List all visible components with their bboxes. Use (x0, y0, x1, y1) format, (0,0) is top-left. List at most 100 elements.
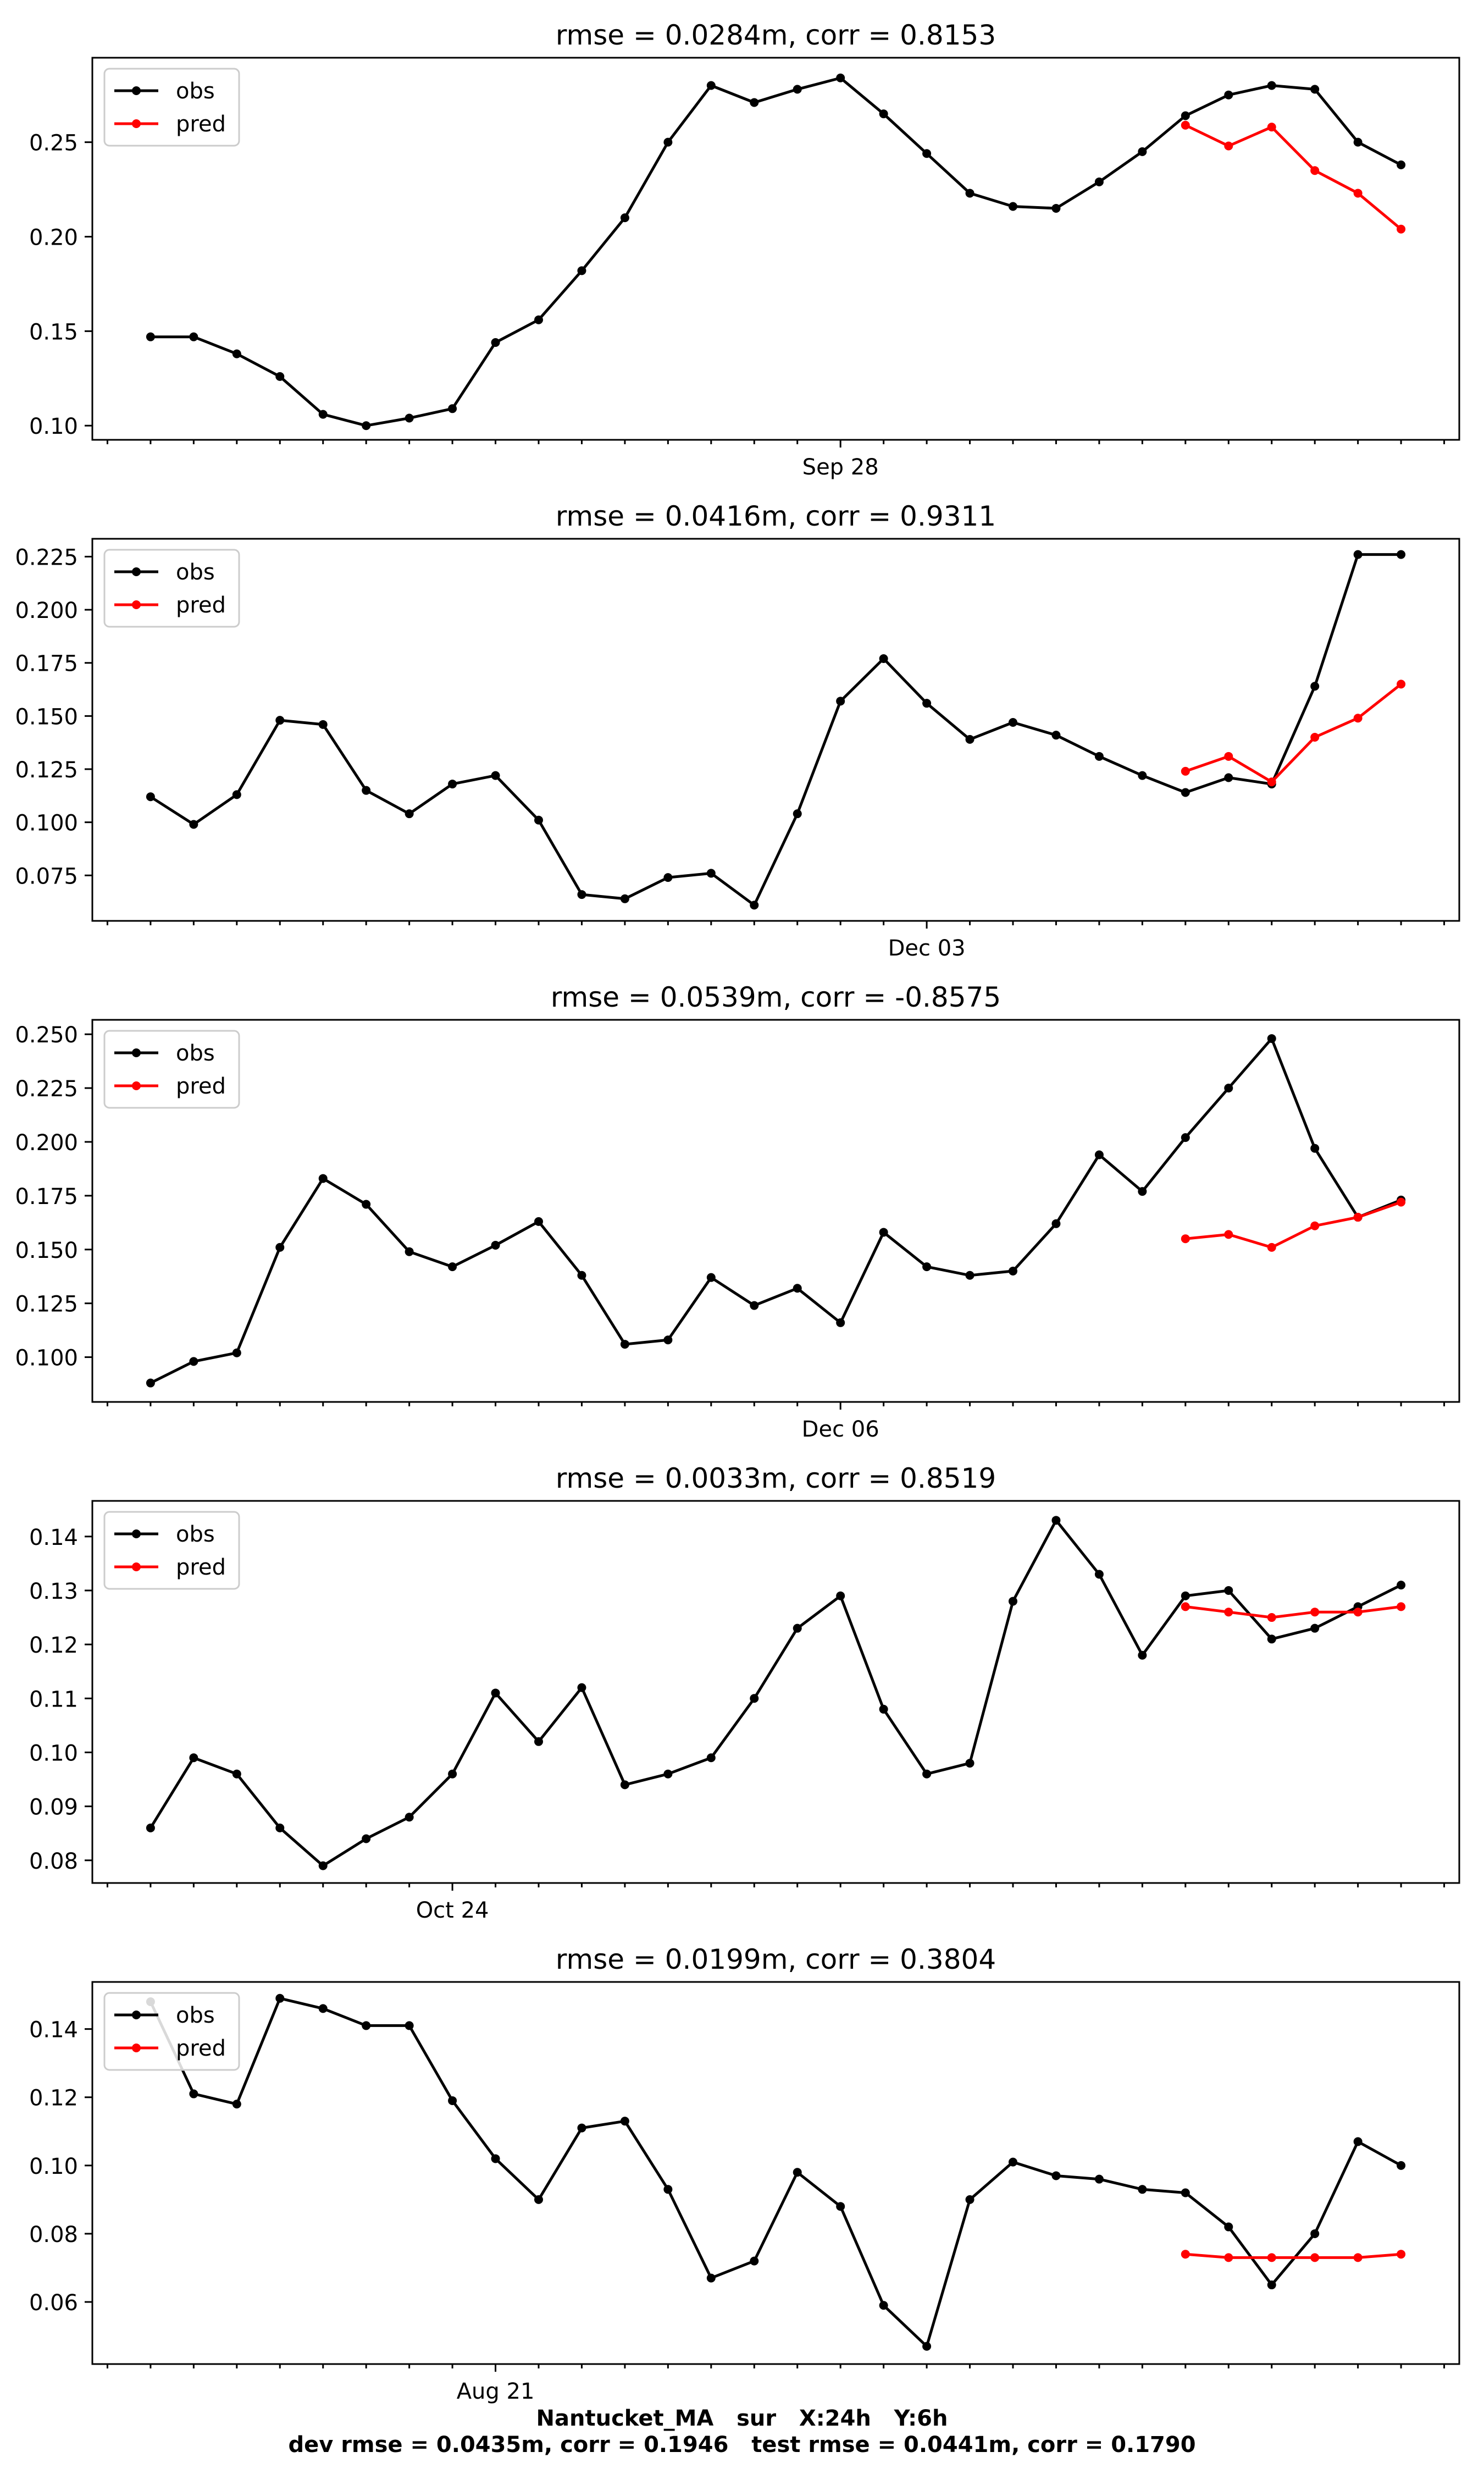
legend-marker-pred (132, 1562, 141, 1571)
legend-label-pred: pred (176, 2036, 226, 2061)
data-point-obs (577, 890, 586, 899)
data-point-obs (577, 266, 586, 275)
legend-label-obs: obs (176, 79, 215, 104)
data-point-obs (275, 716, 285, 725)
data-point-obs (620, 2117, 629, 2126)
data-point-obs (1138, 771, 1147, 780)
y-tick-label: 0.06 (29, 2290, 78, 2316)
data-point-obs (1051, 731, 1061, 740)
data-point-obs (318, 410, 328, 419)
data-point-pred (1310, 733, 1320, 742)
data-point-obs (663, 137, 673, 147)
data-point-pred (1181, 1602, 1190, 1611)
y-tick-label: 0.11 (29, 1687, 78, 1712)
data-point-obs (1094, 1570, 1104, 1579)
y-tick-label: 0.10 (29, 2154, 78, 2179)
data-point-obs (1008, 202, 1017, 211)
data-point-obs (965, 735, 974, 744)
data-point-obs (1181, 111, 1190, 120)
x-tick-label: Dec 06 (802, 1417, 879, 1442)
data-point-obs (232, 790, 241, 799)
data-point-obs (1310, 682, 1320, 691)
data-point-obs (405, 809, 414, 819)
y-tick-label: 0.075 (15, 864, 78, 889)
data-point-obs (965, 2195, 974, 2204)
data-point-obs (275, 1993, 285, 2003)
chart-title: rmse = 0.0033m, corr = 0.8519 (556, 1462, 996, 1494)
y-tick-label: 0.250 (15, 1023, 78, 1048)
data-point-pred (1397, 1602, 1406, 1611)
data-point-obs (1008, 1597, 1017, 1606)
series-line-obs (149, 1518, 1402, 1868)
y-tick-label: 0.150 (15, 1238, 78, 1263)
data-point-obs (232, 1769, 241, 1779)
data-point-obs (922, 149, 932, 158)
data-point-pred (1224, 1608, 1233, 1617)
series-line-pred (1185, 1605, 1402, 1619)
data-point-obs (1181, 788, 1190, 797)
data-point-obs (793, 2168, 802, 2177)
data-point-obs (1310, 85, 1320, 94)
data-point-obs (706, 81, 716, 90)
data-point-pred (1224, 2253, 1233, 2262)
data-point-obs (146, 332, 155, 341)
data-point-obs (620, 1780, 629, 1790)
series-line-obs (149, 1037, 1402, 1384)
data-point-obs (491, 1240, 500, 1250)
data-point-obs (232, 349, 241, 358)
data-point-obs (706, 1273, 716, 1282)
data-point-obs (663, 1769, 673, 1779)
y-tick-label: 0.09 (29, 1795, 78, 1820)
data-point-obs (1138, 147, 1147, 156)
legend: obs pred (103, 1030, 240, 1109)
data-point-obs (706, 869, 716, 878)
data-point-obs (836, 2202, 845, 2211)
data-point-obs (1094, 2174, 1104, 2184)
y-tick-label: 0.15 (29, 319, 78, 345)
data-point-obs (922, 1769, 932, 1779)
legend: obs pred (103, 68, 240, 147)
data-point-obs (1181, 1591, 1190, 1600)
data-point-obs (1051, 203, 1061, 213)
y-tick-label: 0.225 (15, 545, 78, 570)
data-point-pred (1181, 766, 1190, 776)
data-point-obs (1138, 2185, 1147, 2194)
data-point-obs (793, 809, 802, 819)
data-point-obs (448, 404, 457, 413)
data-point-obs (146, 792, 155, 802)
data-point-obs (1353, 2137, 1363, 2146)
data-point-obs (577, 2123, 586, 2133)
legend-label-pred: pred (176, 1555, 226, 1580)
data-point-obs (922, 699, 932, 708)
series-line-obs (149, 1997, 1402, 2348)
data-point-obs (534, 815, 544, 825)
data-point-obs (750, 98, 759, 107)
data-point-obs (534, 315, 544, 324)
data-point-obs (836, 1318, 845, 1327)
data-point-obs (318, 1174, 328, 1183)
data-point-obs (750, 901, 759, 910)
data-point-obs (620, 213, 629, 223)
data-point-obs (362, 1834, 371, 1843)
data-point-obs (879, 109, 888, 119)
legend-marker-pred (132, 1081, 141, 1090)
y-tick-label: 0.225 (15, 1076, 78, 1102)
data-point-pred (1310, 1608, 1320, 1617)
data-point-obs (146, 1378, 155, 1388)
data-point-obs (1397, 1581, 1406, 1590)
data-point-obs (275, 1242, 285, 1252)
data-point-obs (318, 720, 328, 729)
data-point-obs (793, 85, 802, 94)
chart-title: rmse = 0.0199m, corr = 0.3804 (556, 1943, 996, 1975)
data-point-obs (189, 820, 198, 829)
data-point-obs (232, 2100, 241, 2109)
data-point-obs (232, 1348, 241, 1357)
data-point-obs (879, 1228, 888, 1237)
data-point-pred (1224, 141, 1233, 151)
legend-label-pred: pred (176, 1074, 226, 1099)
data-point-obs (189, 1357, 198, 1366)
figure-footer-station: Nantucket_MA sur X:24h Y:6h (536, 2406, 948, 2431)
data-point-pred (1224, 752, 1233, 761)
data-point-obs (1181, 1133, 1190, 1142)
